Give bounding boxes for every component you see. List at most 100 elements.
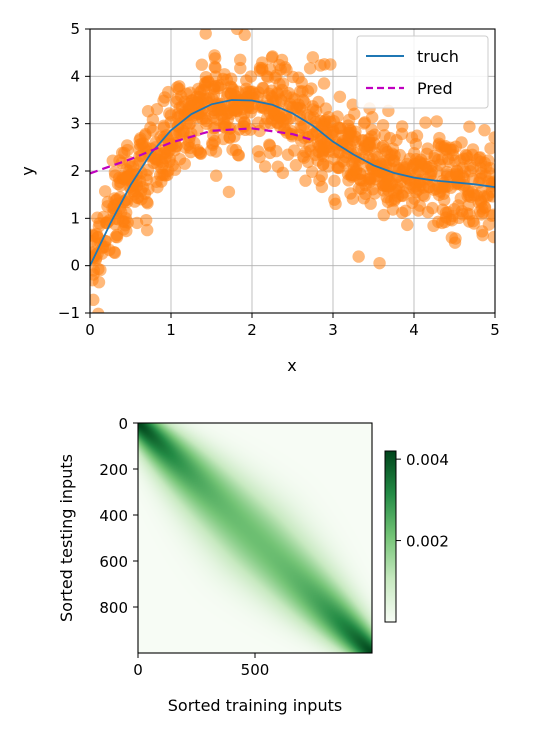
scatter-point xyxy=(463,120,476,133)
scatter-point xyxy=(462,183,475,196)
scatter-point xyxy=(188,96,201,110)
scatter-point xyxy=(359,179,372,192)
scatter-point xyxy=(273,78,286,91)
heatmap-y-ticks: 0 200 400 600 800 xyxy=(99,415,138,617)
scatter-point xyxy=(443,213,457,226)
colorbar-tick-label: 0.002 xyxy=(406,533,449,551)
y-tick-label: −1 xyxy=(58,304,80,322)
scatter-point xyxy=(108,199,121,212)
scatter-point xyxy=(364,197,377,210)
colorbar-ticks: 0.002 0.004 xyxy=(396,451,449,551)
scatter-point xyxy=(413,164,427,177)
scatter-point xyxy=(344,187,357,200)
scatter-point xyxy=(93,217,106,230)
scatter-point xyxy=(225,81,238,94)
heatmap-y-tick-label: 600 xyxy=(99,553,128,571)
scatter-point xyxy=(281,148,295,161)
scatter-point xyxy=(140,223,154,237)
y-tick-label: 5 xyxy=(70,20,80,38)
scatter-point xyxy=(297,151,311,164)
scatter-point xyxy=(317,77,331,90)
colorbar: 0.002 0.004 xyxy=(384,450,449,623)
scatter-point xyxy=(139,213,153,227)
scatter-point xyxy=(229,143,243,157)
scatter-point xyxy=(329,197,342,211)
scatter-point xyxy=(270,144,283,158)
scatter-point xyxy=(161,168,174,182)
scatter-point xyxy=(403,181,416,195)
x-tick-label: 3 xyxy=(328,321,338,339)
scatter-point xyxy=(199,29,212,40)
scatter-point xyxy=(487,230,495,244)
scatter-point xyxy=(200,117,213,130)
scatter-point xyxy=(428,149,441,163)
x-tick-label: 4 xyxy=(409,321,419,339)
scatter-point xyxy=(147,156,160,170)
heatmap-x-axis-label: Sorted training inputs xyxy=(168,696,342,715)
scatter-point xyxy=(238,116,251,129)
x-ticks: 0 1 2 3 4 5 xyxy=(85,313,500,339)
scatter-point xyxy=(157,94,170,108)
heatmap-x-tick-label: 500 xyxy=(241,661,270,679)
scatter-point xyxy=(377,208,390,222)
heatmap-chart: 0 500 0 200 400 600 800 Sorted training input… xyxy=(57,415,449,715)
scatter-point xyxy=(134,154,147,168)
scatter-point xyxy=(209,61,222,74)
scatter-point xyxy=(397,161,410,175)
scatter-point xyxy=(301,108,314,122)
scatter-point xyxy=(488,131,495,144)
y-tick-label: 3 xyxy=(70,115,80,133)
scatter-point xyxy=(462,198,475,212)
scatter-point xyxy=(274,63,287,76)
y-tick-label: 0 xyxy=(70,257,80,275)
scatter-point xyxy=(109,230,122,243)
scatter-point xyxy=(261,71,275,84)
scatter-point xyxy=(418,189,431,203)
heatmap-y-axis-label: Sorted testing inputs xyxy=(57,454,76,622)
scatter-point xyxy=(450,168,463,182)
scatter-point xyxy=(393,148,407,162)
scatter-point xyxy=(257,82,270,95)
scatter-point xyxy=(260,112,274,125)
scatter-point xyxy=(163,107,176,120)
y-ticks: −1 0 1 2 3 4 5 xyxy=(58,20,90,322)
legend-label-pred: Pred xyxy=(417,79,453,98)
scatter-point xyxy=(380,191,393,204)
scatter-point xyxy=(481,190,495,203)
scatter-point xyxy=(221,112,235,126)
scatter-point xyxy=(303,62,317,75)
series-lines xyxy=(90,99,495,267)
scatter-point xyxy=(476,228,489,242)
scatter-point xyxy=(224,72,238,85)
scatter-point xyxy=(315,169,328,182)
legend: truch Pred xyxy=(356,35,489,109)
scatter-point xyxy=(206,137,219,150)
scatter-point xyxy=(482,218,495,231)
legend-label-truch: truch xyxy=(417,47,459,66)
x-axis-label: x xyxy=(287,356,296,375)
scatter-point xyxy=(212,81,225,95)
scatter-point xyxy=(395,120,409,133)
scatter-point xyxy=(246,101,259,115)
heatmap-y-tick-label: 400 xyxy=(99,507,128,525)
x-tick-label: 2 xyxy=(247,321,257,339)
scatter-point xyxy=(432,215,445,229)
scatter-point xyxy=(195,58,209,71)
scatter-point xyxy=(484,142,495,155)
scatter-point xyxy=(175,90,188,103)
scatter-point xyxy=(352,250,365,263)
scatter-point xyxy=(121,143,134,157)
scatter-point xyxy=(137,137,150,150)
heatmap-y-tick-label: 800 xyxy=(99,599,128,617)
scatter-chart: 0 1 2 3 4 5 −1 0 1 2 3 4 5 x y truch Pred xyxy=(18,20,500,375)
heatmap-y-tick-label: 200 xyxy=(99,461,128,479)
scatter-point xyxy=(98,185,112,198)
scatter-point xyxy=(324,115,337,129)
scatter-point xyxy=(295,76,308,89)
scatter-point xyxy=(151,180,164,194)
scatter-point xyxy=(90,264,101,277)
scatter-point xyxy=(441,168,454,181)
heatmap-x-tick-label: 0 xyxy=(133,661,143,679)
scatter-point xyxy=(306,128,319,141)
scatter-point xyxy=(305,165,319,178)
